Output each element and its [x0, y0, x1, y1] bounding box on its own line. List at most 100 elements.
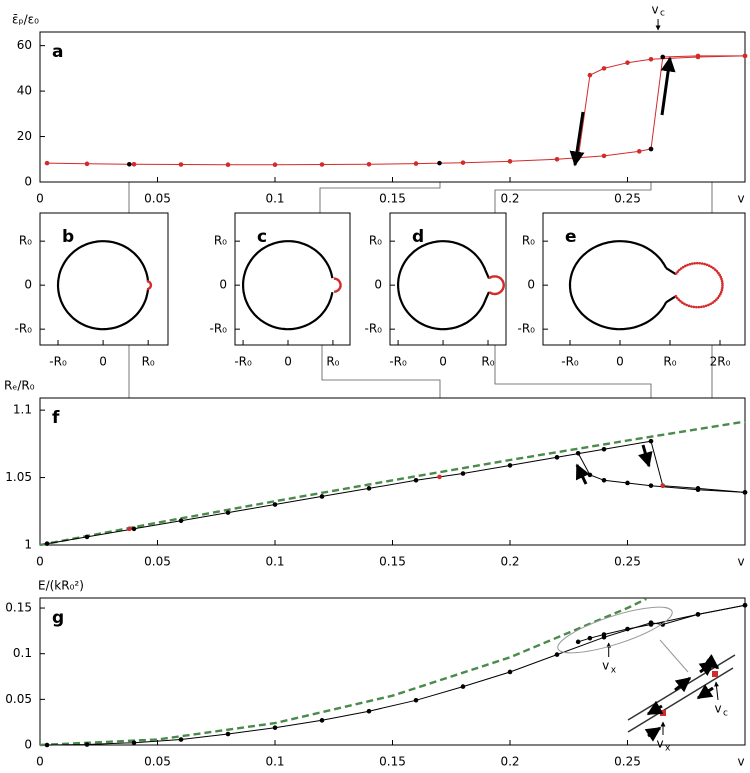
- cell-neck: [484, 269, 490, 279]
- annotation-sub: c: [660, 9, 665, 19]
- annotation: v: [651, 3, 658, 17]
- bleb-dot: [690, 262, 694, 265]
- annotation-sub: x: [611, 666, 617, 676]
- data-point: [460, 684, 466, 689]
- panel-label: d: [412, 227, 424, 247]
- data-point: [319, 162, 325, 167]
- bleb-dot: [703, 262, 706, 266]
- x-tick-label: 0: [99, 355, 107, 369]
- y-tick-label: 0: [24, 738, 32, 752]
- direction-arrow: [569, 111, 585, 167]
- data-point: [648, 483, 654, 488]
- bleb-dot: [705, 263, 709, 267]
- data-point: [84, 161, 90, 167]
- data-point: [272, 725, 278, 730]
- x-tick-label: 0.1: [265, 192, 284, 206]
- data-point: [131, 526, 137, 532]
- bleb-dot: [685, 303, 688, 307]
- y-tick-label: R₀: [19, 234, 32, 248]
- bleb-dot: [692, 305, 696, 309]
- x-tick-label: 0.2: [500, 755, 519, 769]
- panel-label: e: [565, 227, 577, 247]
- cell-neck: [484, 291, 490, 301]
- panel-label: b: [62, 227, 74, 247]
- inset-arrow: [702, 653, 720, 670]
- theory-curve: [39, 420, 746, 547]
- inset-label-sub: c: [723, 709, 728, 719]
- data-point: [625, 480, 630, 486]
- x-tick-label: 0.25: [614, 555, 641, 569]
- x-tick-label: 0: [36, 555, 44, 569]
- zoom-ellipse: [557, 606, 673, 654]
- bleb-dot: [679, 267, 683, 270]
- cell-contour: [56, 240, 149, 331]
- bleb-dot: [690, 305, 693, 308]
- inset-arrow: [646, 700, 664, 716]
- bleb-dot: [713, 299, 716, 303]
- bleb-dot: [697, 305, 701, 309]
- y-tick-label: 1.05: [5, 470, 32, 484]
- bleb: [488, 275, 505, 296]
- data-point: [575, 639, 581, 645]
- bleb-dot: [675, 296, 679, 300]
- data-point: [272, 502, 278, 507]
- data-point: [601, 153, 607, 159]
- x-tick-label: R₀: [663, 355, 676, 369]
- data-point: [601, 477, 607, 483]
- x-tick-label: 0: [36, 755, 44, 769]
- x-tick-label: 0.1: [265, 555, 284, 569]
- bleb-dot: [711, 301, 714, 304]
- data-point: [648, 622, 654, 627]
- inset-label: v: [656, 737, 663, 751]
- y-tick-label: -R₀: [518, 322, 536, 336]
- data-point: [127, 161, 132, 167]
- panel-label: g: [52, 608, 64, 628]
- theory-curve: [39, 597, 647, 747]
- data-point: [601, 446, 607, 452]
- data-point: [660, 54, 666, 60]
- x-tick-label: 0: [616, 355, 624, 369]
- bleb-dot: [695, 261, 699, 265]
- bleb-dot: [719, 275, 722, 279]
- y-tick-label: R₀: [369, 234, 382, 248]
- bleb-dot: [719, 292, 722, 296]
- plot-frame: [39, 397, 746, 546]
- data-point: [460, 160, 466, 165]
- bleb-dot: [686, 263, 689, 267]
- x-tick-label: 0.15: [379, 555, 406, 569]
- bleb-dot: [721, 282, 724, 285]
- panel-label: a: [52, 42, 63, 62]
- data-point: [272, 162, 278, 168]
- x-tick-label: -R₀: [389, 355, 407, 369]
- data-point: [178, 518, 184, 524]
- data-point: [648, 146, 654, 152]
- data-point: [742, 490, 748, 495]
- data-point: [366, 161, 372, 167]
- data-point: [44, 742, 50, 748]
- data-point: [507, 159, 513, 164]
- inset-arrow: [714, 681, 719, 701]
- bleb-dot: [710, 265, 713, 269]
- inset-arrow: [674, 676, 692, 693]
- data-point: [437, 160, 442, 166]
- y-tick-label: 60: [17, 38, 32, 52]
- bleb-dot: [681, 265, 685, 269]
- x-tick-label: 0.05: [144, 192, 171, 206]
- y-tick-label: 0: [219, 278, 227, 292]
- plot-frame: [39, 597, 746, 746]
- bleb-dot: [713, 268, 717, 271]
- data-point: [366, 708, 372, 714]
- y-axis-label: ε̄ₚ/ε₀: [12, 13, 39, 27]
- data-point: [44, 541, 50, 546]
- bleb-dot: [681, 301, 684, 305]
- bleb-dot: [720, 279, 724, 283]
- x-tick-label: 0: [439, 355, 447, 369]
- cell-neck: [665, 267, 677, 276]
- x-tick-label: 0.25: [614, 755, 641, 769]
- plot-frame: [389, 212, 507, 346]
- data-point: [742, 603, 748, 608]
- data-point: [178, 162, 184, 167]
- data-point: [437, 474, 442, 480]
- data-point: [44, 160, 50, 166]
- data-point: [319, 718, 325, 723]
